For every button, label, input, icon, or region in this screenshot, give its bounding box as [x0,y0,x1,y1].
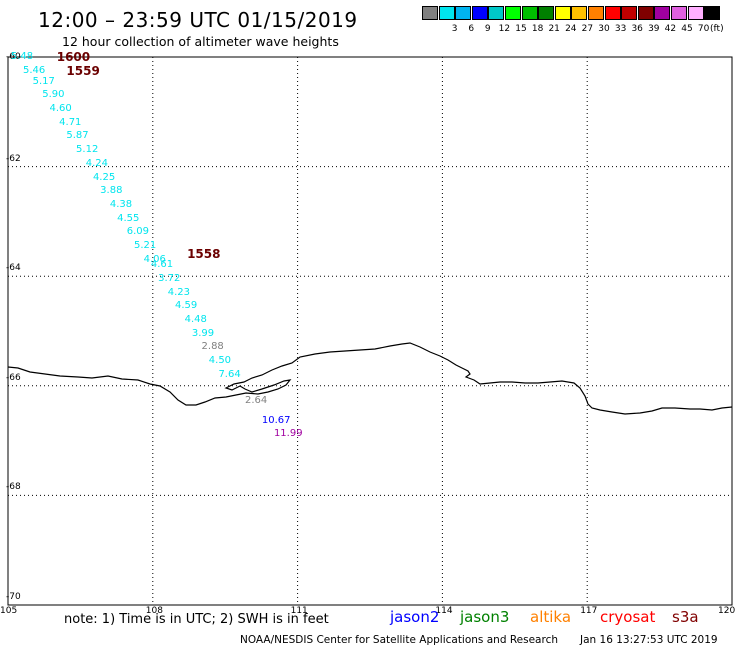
scale-label: 45 [681,24,693,34]
longitude-tick-label: 111 [290,606,308,616]
scale-swatch [554,6,571,20]
wave-height-label: 4.06 [143,253,166,265]
wave-height-label: 4.24 [85,157,108,169]
scale-label: 3 [451,24,458,34]
pass-time-label: 1600 [56,50,91,64]
scale-swatch [521,6,538,20]
scale-label: 18 [531,24,544,34]
satellite-legend-jason2: jason2 [390,608,440,626]
antarctic-coastline [7,342,733,415]
scale-label: 70 [697,24,710,34]
latitude-tick-label: -66 [6,372,21,383]
scale-label: 12 [498,24,511,34]
scale-label: 21 [548,24,560,34]
scale-swatch [704,6,721,20]
scale-label: 6 [468,24,475,34]
pass-time-label: 1559 [66,63,100,78]
wave-height-label: 4.55 [117,212,140,224]
satellite-legend-s3a: s3a [672,608,699,626]
scale-swatch [455,6,472,20]
credit-line: NOAA/NESDIS Center for Satellite Applica… [240,634,558,646]
wave-height-label: 4.38 [109,198,133,210]
wave-height-label: 5.17 [32,75,55,87]
scale-swatch [471,6,488,20]
wave-height-label: 7.64 [218,368,241,380]
pass-time-label: 1558 [187,247,221,262]
scale-swatch [422,6,438,20]
wave-height-label: 5.21 [133,240,157,252]
scale-unit: (ft) [710,24,724,34]
longitude-tick-label: 114 [435,606,453,616]
latitude-tick-label: -64 [6,263,21,274]
wave-height-label: 2.88 [201,341,224,353]
scale-swatch [621,6,638,20]
wave-height-label: 3.99 [191,327,215,339]
footer-note: note: 1) Time is in UTC; 2) SWH is in fe… [64,612,329,627]
wave-height-label: 4.48 [184,314,207,326]
satellite-legend-jason3: jason3 [460,608,510,626]
wave-height-label: 4.25 [92,171,116,183]
scale-swatch [604,6,621,20]
wave-height-label: 10.67 [261,415,291,427]
generated-timestamp: Jan 16 13:27:53 UTC 2019 [580,634,718,646]
wave-height-label: 5.46 [22,64,46,76]
map-title: 12:00 – 23:59 UTC 01/15/2019 [38,8,358,32]
wave-height-label: 4.61 [150,259,174,271]
scale-swatch [571,6,588,20]
scale-label: 30 [598,24,610,34]
scale-label: 9 [484,24,491,34]
latitude-tick-label: -62 [6,153,21,164]
satellite-legend-cryosat: cryosat [600,608,656,626]
map-frame [7,56,733,606]
latitude-tick-label: -68 [6,482,21,493]
wave-height-label: 4.59 [175,300,198,312]
wave-height-label: 2.64 [244,395,268,407]
wave-height-label: 4.23 [167,286,191,298]
scale-swatch [687,6,704,20]
scale-swatch [538,6,555,20]
wave-height-label: 6.09 [126,226,149,238]
map-subtitle: 12 hour collection of altimeter wave hei… [62,34,339,49]
scale-swatch [637,6,654,20]
scale-swatch [671,6,687,20]
scale-swatch [654,6,671,20]
scale-label: 36 [631,24,643,34]
longitude-tick-label: 108 [145,606,163,616]
scale-swatch [438,6,455,20]
longitude-tick-label: 120 [718,606,736,616]
wave-height-label: 4.71 [59,116,82,128]
latitude-tick-label: -60 [6,52,21,62]
scale-swatch [488,6,505,20]
scale-swatch [505,6,521,20]
wave-height-label: 5.12 [76,144,99,156]
longitude-tick-label: 105 [0,606,18,616]
satellite-legend-altika: altika [530,608,572,626]
scale-label: 42 [664,24,677,34]
scale-label: 27 [581,24,594,34]
wave-height-label: 3.88 [100,185,123,197]
graticule [8,57,732,605]
scale-label: 33 [614,24,627,34]
wave-height-label: 5.48 [10,51,34,62]
longitude-tick-label: 117 [580,606,598,616]
scale-swatch [588,6,604,20]
wave-height-label: 4.50 [208,355,232,367]
wave-height-label: 3.72 [158,272,181,284]
scale-label: 15 [515,24,527,34]
wave-height-label: 11.99 [273,428,303,440]
scale-label: 24 [565,24,577,34]
latitude-tick-label: -70 [6,592,21,602]
wave-height-label: 5.90 [42,89,65,101]
wave-height-label: 5.87 [66,130,89,142]
scale-label: 39 [648,24,660,34]
wave-height-label: 4.60 [49,103,72,115]
